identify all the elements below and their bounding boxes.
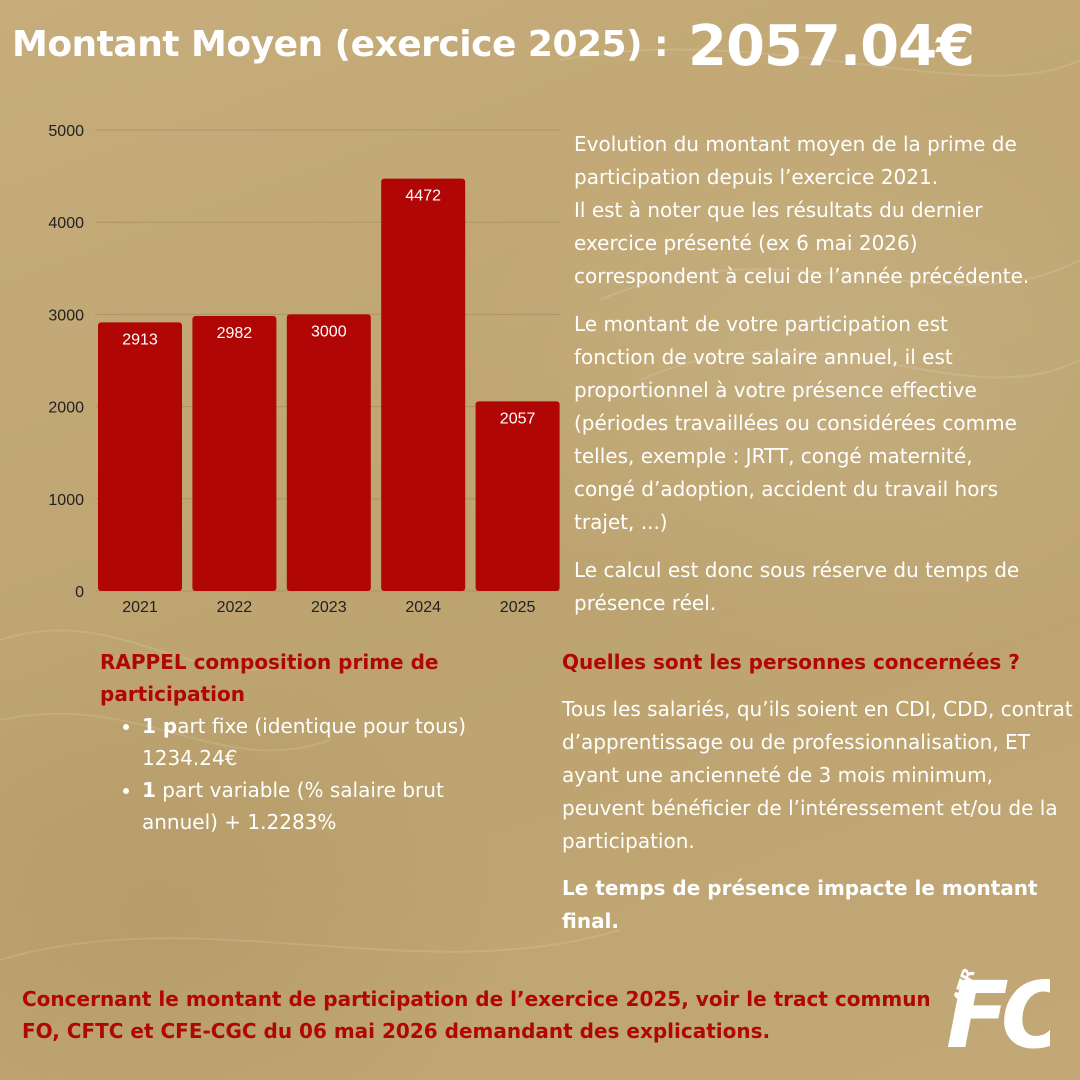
description-paragraph-2: Le montant de votre participation est fon…: [574, 308, 1074, 539]
description-block: Evolution du montant moyen de la prime d…: [574, 128, 1074, 635]
description-paragraph-1: Evolution du montant moyen de la prime d…: [574, 128, 1074, 293]
y-tick-label: 1000: [48, 492, 84, 509]
description-paragraph-3: Le calcul est donc sous réserve du temps…: [574, 554, 1074, 620]
fo-logo: ATR FO: [946, 962, 1050, 1055]
x-tick-label: 2024: [405, 599, 441, 616]
description-line: telles, exemple : JRTT, congé maternité,: [574, 444, 973, 468]
rappel-item-bold: 1: [142, 778, 156, 802]
bar: [286, 314, 371, 591]
y-tick-label: 0: [75, 584, 84, 601]
rappel-item-fixed: 1 part fixe (identique pour tous) 1234.2…: [142, 710, 520, 774]
rappel-item-text: art fixe (identique pour tous) 1234.24€: [142, 714, 466, 770]
bar-value-label: 4472: [405, 188, 441, 205]
eligibility-note: Le temps de présence impacte le montant …: [562, 876, 1038, 933]
rappel-item-text: part variable (% salaire brut annuel) + …: [142, 778, 444, 834]
description-line: fonction de votre salaire annuel, il est: [574, 345, 953, 369]
eligibility-section: Quelles sont les personnes concernées ? …: [562, 646, 1077, 938]
bar-chart: 0 1000 2000 3000 4000 5000 2913 2021 2982 2022 300…: [48, 123, 560, 616]
page-title: Montant Moyen (exercice 2025) :: [12, 24, 668, 65]
description-line: Evolution du montant moyen de la prime d…: [574, 132, 1017, 156]
description-line: Le calcul est donc sous réserve du temps…: [574, 558, 1020, 582]
description-line: Le montant de votre participation est: [574, 312, 948, 336]
footer-note: Concernant le montant de participation d…: [22, 987, 931, 1043]
y-tick-label: 3000: [48, 307, 84, 324]
rappel-title: RAPPEL composition prime de participatio…: [100, 650, 439, 706]
bar-value-label: 2913: [122, 331, 158, 348]
average-amount: 2057.04€: [688, 14, 975, 79]
x-tick-label: 2022: [217, 599, 253, 616]
description-line: (périodes travaillées ou considérées com…: [574, 411, 1017, 435]
description-line: exercice présenté (ex 6 mai 2026): [574, 231, 918, 255]
eligibility-question: Quelles sont les personnes concernées ?: [562, 650, 1020, 674]
description-line: Il est à noter que les résultats du dern…: [574, 198, 983, 222]
x-tick-label: 2023: [311, 599, 347, 616]
y-tick-label: 2000: [48, 400, 84, 417]
bar: [192, 316, 277, 591]
bar: [475, 401, 560, 591]
y-tick-label: 5000: [48, 123, 84, 140]
eligibility-text: Tous les salariés, qu’ils soient en CDI,…: [562, 697, 1073, 853]
rappel-item-variable: 1 part variable (% salaire brut annuel) …: [142, 774, 520, 838]
bar: [98, 322, 182, 591]
x-tick-label: 2021: [122, 599, 158, 616]
bar-value-label: 2982: [217, 325, 253, 342]
description-line: trajet, ...): [574, 510, 668, 534]
description-line: correspondent à celui de l’année précéde…: [574, 264, 1030, 288]
header: Montant Moyen (exercice 2025) : 2057.04€: [12, 14, 1072, 84]
bar: [381, 178, 466, 591]
x-tick-label: 2025: [500, 599, 536, 616]
bar-value-label: 3000: [311, 323, 347, 340]
rappel-section: RAPPEL composition prime de participatio…: [100, 646, 520, 838]
description-line: proportionnel à votre présence effective: [574, 378, 977, 402]
y-tick-label: 4000: [48, 215, 84, 232]
description-line: congé d’adoption, accident du travail ho…: [574, 477, 999, 501]
logo-big-text: FO: [946, 962, 1050, 1055]
bar-value-label: 2057: [500, 410, 536, 427]
rappel-list: 1 part fixe (identique pour tous) 1234.2…: [100, 710, 520, 838]
description-line: présence réel.: [574, 591, 717, 615]
description-line: participation depuis l’exercice 2021.: [574, 165, 939, 189]
rappel-item-bold: 1 p: [142, 714, 178, 738]
